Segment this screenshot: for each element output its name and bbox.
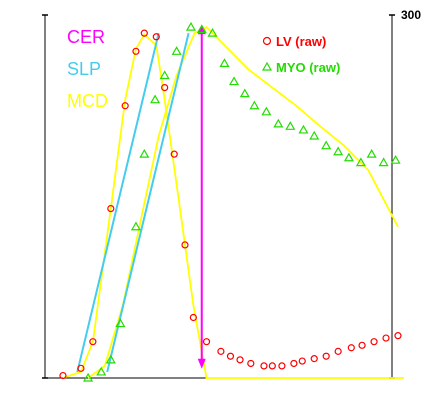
lv-point — [217, 347, 225, 355]
annotation-mcd: MCD — [67, 91, 108, 111]
legend: LV (raw) MYO (raw) — [261, 34, 340, 75]
myo-point — [219, 58, 230, 68]
myo-point — [115, 318, 126, 328]
myo-point — [229, 76, 240, 86]
arrow-head-bottom — [197, 358, 206, 369]
myo-point — [239, 88, 250, 98]
lv-point — [170, 150, 178, 158]
lv-point — [358, 341, 366, 349]
slope-lines — [76, 32, 190, 373]
lv-point — [161, 83, 169, 92]
lv-point — [278, 362, 286, 370]
lv-point — [152, 33, 160, 41]
lv-point — [370, 338, 378, 346]
myo-point — [96, 366, 107, 376]
myo-point — [333, 146, 344, 156]
lv-point — [268, 362, 276, 370]
myo-point — [249, 100, 260, 110]
annotation-slp: SLP — [67, 59, 101, 79]
myo-point — [321, 140, 332, 150]
lv-point — [236, 356, 244, 364]
myo-point — [366, 148, 377, 158]
myo-point — [309, 130, 320, 140]
lv-point — [140, 29, 148, 37]
lv-point — [121, 102, 129, 110]
lv-point — [394, 332, 402, 340]
lv-point — [334, 347, 342, 355]
myo-point — [378, 157, 389, 167]
lv-point — [132, 47, 140, 55]
myo-point — [355, 157, 366, 167]
myo-point — [105, 354, 116, 364]
myo-point — [83, 372, 94, 382]
fit-curve-0 — [62, 32, 404, 379]
lv-point — [59, 371, 67, 380]
myo-point — [261, 106, 272, 116]
myo-point — [171, 46, 182, 55]
myo-point — [159, 70, 170, 80]
legend-label-lv: LV (raw) — [276, 34, 326, 49]
lv-point — [290, 359, 298, 368]
lv-point — [77, 364, 85, 372]
lv-point — [347, 344, 355, 352]
lv-point — [226, 352, 235, 360]
fit-curve-1 — [87, 25, 399, 379]
lv-point — [202, 338, 211, 346]
legend-marker-myo — [261, 61, 273, 71]
peak-arrow — [197, 24, 206, 369]
legend-label-myo: MYO (raw) — [276, 60, 340, 75]
lv-point — [89, 338, 97, 346]
lv-point — [310, 355, 318, 363]
annotation-cer: CER — [67, 27, 105, 47]
myo-point — [130, 221, 141, 231]
myo-point — [390, 154, 401, 164]
legend-marker-lv — [262, 36, 272, 46]
lv-point — [382, 334, 390, 342]
myo-point — [196, 24, 207, 34]
y-tick-label-max: 300 — [401, 8, 421, 22]
myo-point — [185, 21, 197, 31]
slope-line-0 — [76, 32, 160, 373]
lv-point — [298, 357, 306, 365]
arrow-head-top — [197, 24, 206, 35]
lv-point — [181, 241, 189, 249]
myo-point — [343, 152, 354, 162]
myo-point — [298, 124, 309, 134]
myo-point — [285, 121, 296, 130]
myo-point — [207, 27, 218, 37]
lv-point — [247, 359, 255, 368]
data-points — [59, 21, 402, 382]
lv-point — [107, 205, 115, 213]
myo-point — [273, 118, 284, 128]
lv-point — [322, 352, 330, 360]
myo-point — [150, 94, 161, 104]
slope-line-1 — [106, 32, 190, 373]
lv-point — [260, 362, 268, 370]
myo-point — [139, 148, 150, 158]
lv-point — [189, 313, 197, 322]
